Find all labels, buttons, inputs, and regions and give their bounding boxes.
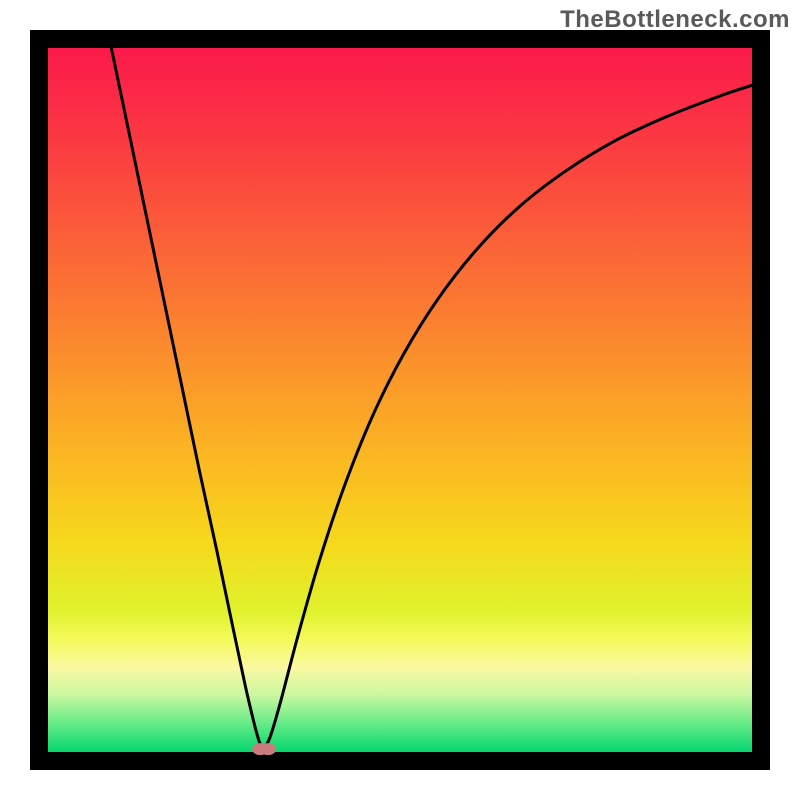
figure-root: TheBottleneck.com [0, 0, 800, 800]
marker-lobe [260, 743, 276, 755]
watermark-text: TheBottleneck.com [560, 6, 790, 34]
plot-svg [0, 0, 800, 800]
gradient-background [48, 48, 752, 752]
minimum-marker [252, 743, 276, 755]
